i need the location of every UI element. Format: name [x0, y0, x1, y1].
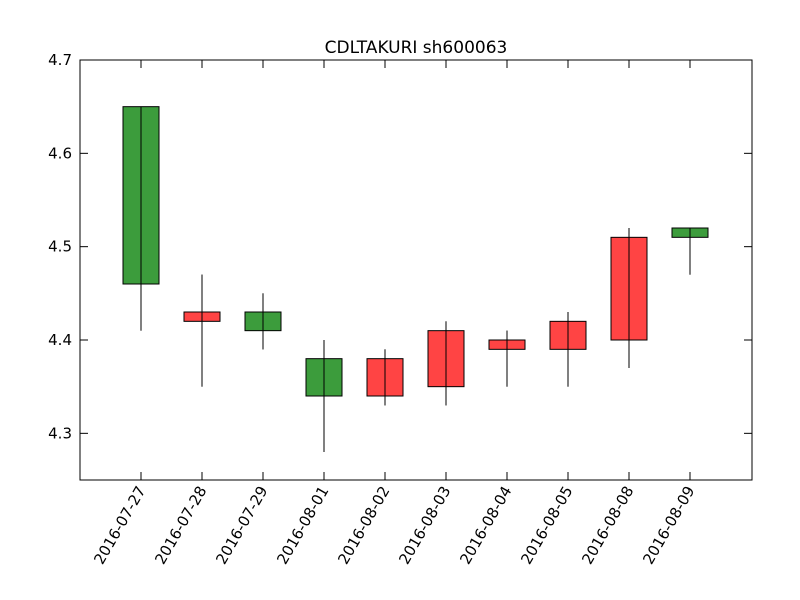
- chart-title: CDLTAKURI sh600063: [325, 38, 508, 58]
- candle: [366, 349, 404, 406]
- candle: [488, 330, 526, 387]
- plot-area-frame: [79, 59, 753, 481]
- y-tick-label: 4.5: [48, 238, 72, 256]
- candle: [610, 228, 648, 368]
- y-tick-label: 4.7: [48, 51, 72, 69]
- candle: [427, 321, 465, 406]
- y-tick-label: 4.3: [48, 424, 72, 442]
- candles-layer: [122, 106, 709, 452]
- candle: [671, 227, 709, 275]
- candle: [122, 106, 160, 331]
- candle: [183, 274, 221, 387]
- y-tick-label: 4.6: [48, 144, 72, 162]
- y-axis: 4.3 4.4 4.5 4.6 4.7: [48, 51, 752, 442]
- candle: [305, 340, 343, 452]
- y-tick-label: 4.4: [48, 331, 72, 349]
- candle: [244, 293, 282, 350]
- candle: [549, 312, 587, 387]
